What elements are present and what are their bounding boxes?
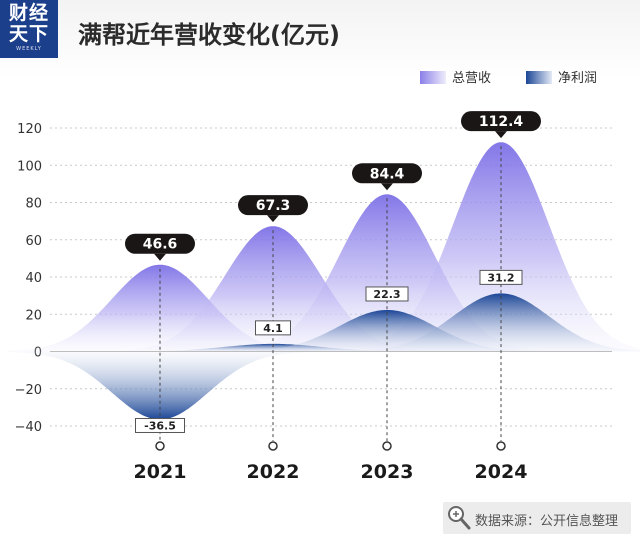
profit-label-box bbox=[255, 320, 291, 336]
revenue-label-pointer bbox=[381, 183, 393, 191]
revenue-label-bubble bbox=[125, 233, 195, 254]
x-tick-label: 2022 bbox=[247, 461, 300, 483]
revenue-label-pointer bbox=[154, 253, 166, 261]
profit-label-box bbox=[479, 269, 523, 285]
brand-line-3: WEEKLY bbox=[16, 46, 42, 52]
legend-swatch-profit bbox=[526, 71, 552, 84]
y-tick-label: 60 bbox=[25, 234, 42, 249]
revenue-data-label: 46.6 bbox=[143, 237, 178, 253]
legend: 总营收 净利润 bbox=[420, 71, 597, 86]
revenue-label-bubble bbox=[352, 163, 422, 184]
legend-swatch-revenue bbox=[420, 71, 446, 84]
profit-labels: -36.5 4.1 22.3 31.2 bbox=[135, 269, 523, 433]
profit-label-box bbox=[365, 286, 409, 302]
profit-area-2021 bbox=[6, 351, 313, 420]
revenue-labels: 46.6 67.3 84.4 112.4 bbox=[125, 111, 541, 261]
revenue-data-label: 67.3 bbox=[256, 198, 291, 214]
y-tick-label: 20 bbox=[25, 308, 42, 323]
legend-label-profit: 净利润 bbox=[558, 71, 597, 86]
revenue-data-label: 84.4 bbox=[370, 166, 405, 182]
revenue-label-bubble bbox=[238, 195, 308, 216]
revenue-series bbox=[6, 142, 640, 352]
brand-line-1: 财经 bbox=[8, 2, 49, 24]
brand-line-2: 天下 bbox=[8, 23, 49, 45]
x-tick-label: 2024 bbox=[475, 461, 528, 483]
y-tick-label: 80 bbox=[25, 197, 42, 212]
profit-data-label: 4.1 bbox=[263, 322, 283, 335]
profit-area-2024 bbox=[347, 293, 640, 352]
revenue-label-pointer bbox=[267, 215, 279, 223]
profit-data-label: 31.2 bbox=[487, 271, 514, 284]
profit-label-box bbox=[135, 417, 185, 433]
y-tick-label: −20 bbox=[15, 383, 42, 398]
x-marker bbox=[382, 441, 392, 451]
chart-title: 满帮近年营收变化(亿元) bbox=[78, 21, 340, 49]
y-tick-label: −40 bbox=[15, 420, 42, 435]
x-marker bbox=[155, 441, 165, 451]
y-tick-label: 100 bbox=[17, 159, 42, 174]
x-marker bbox=[268, 441, 278, 451]
source-text: 数据来源：公开信息整理 bbox=[475, 514, 619, 529]
profit-series bbox=[6, 293, 640, 420]
x-marker bbox=[496, 441, 506, 451]
profit-data-label: 22.3 bbox=[373, 288, 400, 301]
revenue-label-pointer bbox=[495, 131, 507, 139]
revenue-data-label: 112.4 bbox=[479, 114, 524, 130]
x-tick-label: 2021 bbox=[134, 461, 187, 483]
revenue-label-bubble bbox=[461, 111, 541, 132]
source-note: 数据来源：公开信息整理 bbox=[443, 502, 631, 534]
x-axis: 2021 2022 2023 2024 bbox=[134, 146, 528, 483]
legend-label-revenue: 总营收 bbox=[452, 71, 491, 86]
y-tick-label: 40 bbox=[25, 271, 42, 286]
y-tick-label: 120 bbox=[17, 122, 42, 137]
brand-logo: 财经 天下 WEEKLY bbox=[0, 0, 58, 58]
profit-data-label: -36.5 bbox=[144, 419, 176, 432]
x-tick-label: 2023 bbox=[361, 461, 414, 483]
magnifier-icon bbox=[448, 506, 471, 530]
revenue-area-2024 bbox=[347, 142, 640, 352]
